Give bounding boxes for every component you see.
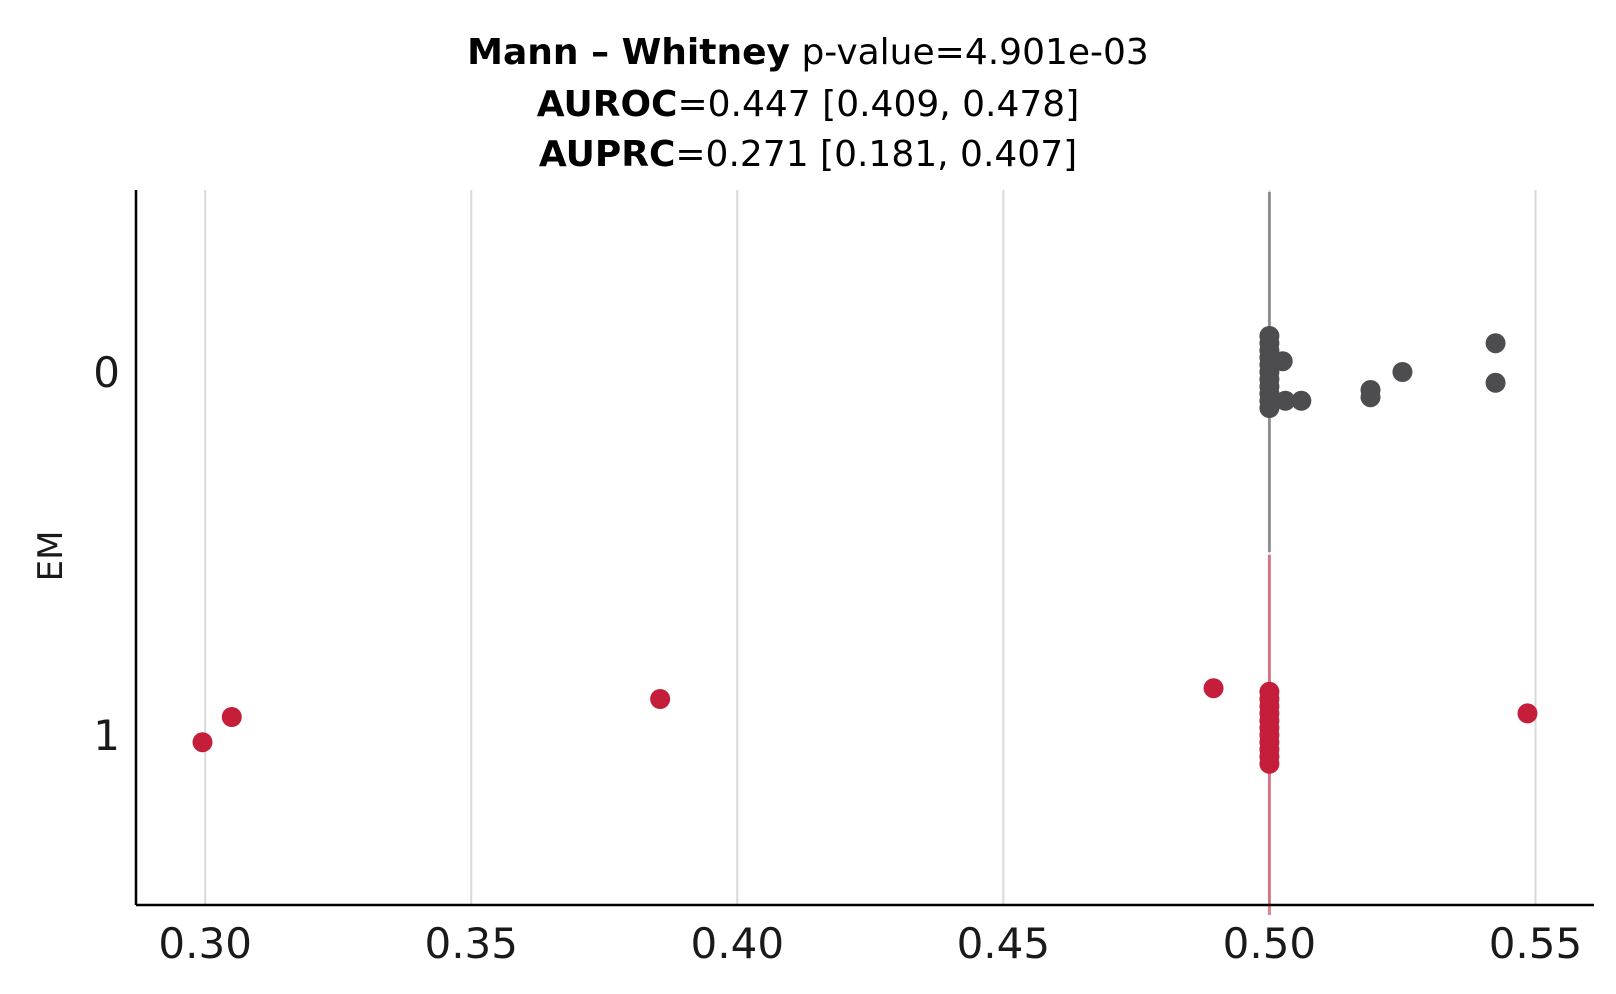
title-rest-part: =0.271 [0.181, 0.407]: [675, 134, 1077, 175]
x-tick-label-2: 0.40: [691, 919, 785, 968]
point-cat0-12: [1275, 390, 1296, 411]
point-cat0-10: [1259, 326, 1280, 346]
point-cat1-3: [1203, 678, 1224, 699]
title-line-2: AUPRC=0.271 [0.181, 0.407]: [539, 134, 1077, 175]
point-cat1-15: [1259, 753, 1280, 774]
title-bold-part: AUPRC: [539, 134, 676, 175]
title-line-1: AUROC=0.447 [0.409, 0.478]: [537, 84, 1080, 125]
grid-lines: [204, 190, 1537, 905]
point-cat0-16: [1392, 362, 1413, 382]
x-tick-labels: 0.30 0.35 0.40 0.45 0.50 0.55: [158, 919, 1582, 968]
x-tick-label-5: 0.55: [1489, 919, 1583, 968]
title-bold-part: AUROC: [537, 84, 678, 125]
title-line-0: Mann – Whitney p-value=4.901e-03: [467, 32, 1149, 73]
point-cat0-17: [1485, 333, 1506, 354]
point-cat0-13: [1291, 390, 1312, 411]
title-bold-part: Mann – Whitney: [467, 32, 790, 73]
point-cat1-2: [650, 689, 671, 709]
y-tick-labels: 01: [93, 348, 120, 760]
y-tick-label-0: 0: [93, 348, 120, 397]
chart-title: Mann – Whitney p-value=4.901e-03AUROC=0.…: [467, 32, 1149, 175]
title-rest-part: p-value=4.901e-03: [790, 32, 1149, 73]
data-points: [192, 326, 1538, 774]
x-tick-label-4: 0.50: [1223, 919, 1317, 968]
y-axis-label: EM: [31, 531, 71, 582]
axes: [134, 190, 1594, 907]
point-cat1-0: [192, 732, 213, 753]
x-tick-label-3: 0.45: [957, 919, 1051, 968]
point-cat1-4: [1517, 703, 1538, 724]
point-cat0-9: [1259, 398, 1280, 418]
point-cat0-18: [1485, 372, 1506, 393]
point-cat1-1: [221, 707, 242, 727]
x-tick-label-0: 0.30: [158, 919, 252, 968]
point-cat0-15: [1360, 387, 1381, 408]
y-tick-label-1: 1: [93, 711, 120, 760]
x-tick-label-1: 0.35: [424, 919, 518, 968]
point-cat0-11: [1272, 351, 1293, 372]
title-rest-part: =0.447 [0.409, 0.478]: [677, 84, 1079, 125]
